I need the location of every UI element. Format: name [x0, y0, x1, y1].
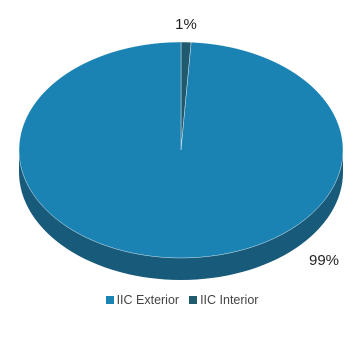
data-label-0: 99%: [309, 252, 339, 269]
pie-top-group: [18, 41, 344, 259]
pie-slice-0: [18, 41, 344, 259]
data-label-group: 99% 1%: [175, 16, 339, 269]
pie-slice-side-0-0: [19, 150, 343, 280]
legend-item-exterior: IIC Exterior: [105, 293, 180, 307]
legend-label-exterior: IIC Exterior: [116, 293, 180, 307]
legend-label-interior: IIC Interior: [200, 293, 259, 307]
pie-depth-group: [19, 150, 343, 280]
data-label-1: 1%: [175, 16, 197, 33]
legend-item-interior: IIC Interior: [189, 293, 258, 307]
legend: IIC Exterior IIC Interior: [0, 293, 364, 307]
legend-swatch-exterior: [105, 296, 114, 304]
legend-swatch-interior: [189, 296, 198, 304]
